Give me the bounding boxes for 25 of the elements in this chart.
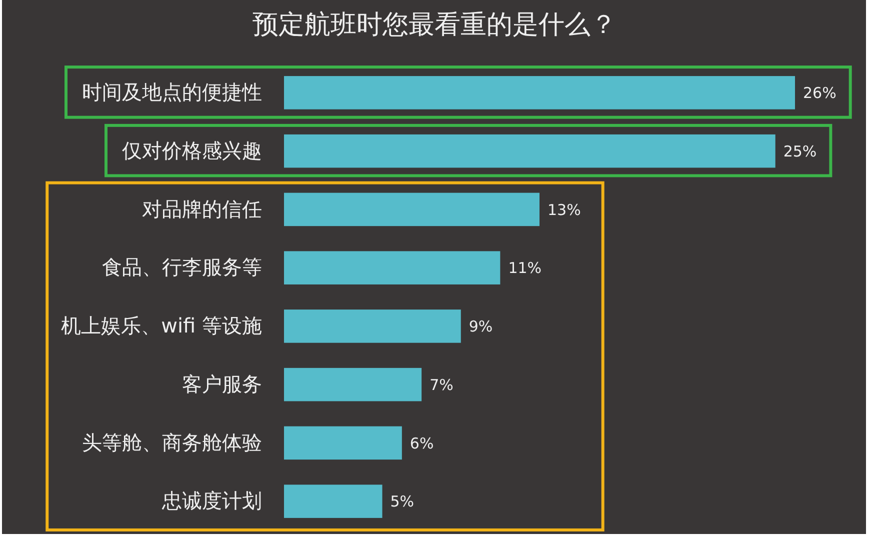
y-tick-label: 时间及地点的便捷性 xyxy=(82,80,262,104)
data-label: 7% xyxy=(430,376,454,394)
data-label: 9% xyxy=(468,318,493,336)
data-label: 6% xyxy=(410,434,434,452)
y-tick-label: 食品、行李服务等 xyxy=(102,255,262,280)
bar xyxy=(284,251,500,284)
bar xyxy=(284,368,422,402)
y-tick-label: 头等舱、商务舱体验 xyxy=(82,430,262,454)
y-tick-label: 对品牌的信任 xyxy=(142,196,262,221)
data-label: 5% xyxy=(390,492,414,511)
y-tick-label: 机上娱乐、wifi 等设施 xyxy=(61,314,262,338)
y-tick-label: 仅对价格感兴趣 xyxy=(122,138,262,162)
data-label: 26% xyxy=(803,84,836,102)
bar xyxy=(284,134,776,168)
y-tick-label: 客户服务 xyxy=(182,372,262,396)
y-tick-label: 忠诚度计划 xyxy=(161,488,262,513)
bar xyxy=(284,484,382,518)
bar xyxy=(284,192,540,226)
bar xyxy=(284,310,461,343)
chart-title: 预定航班时您最看重的是什么？ xyxy=(252,10,616,40)
data-label: 11% xyxy=(508,259,542,278)
data-label: 25% xyxy=(783,142,817,160)
bar xyxy=(284,76,795,110)
data-label: 13% xyxy=(548,200,581,219)
bar xyxy=(284,426,402,460)
